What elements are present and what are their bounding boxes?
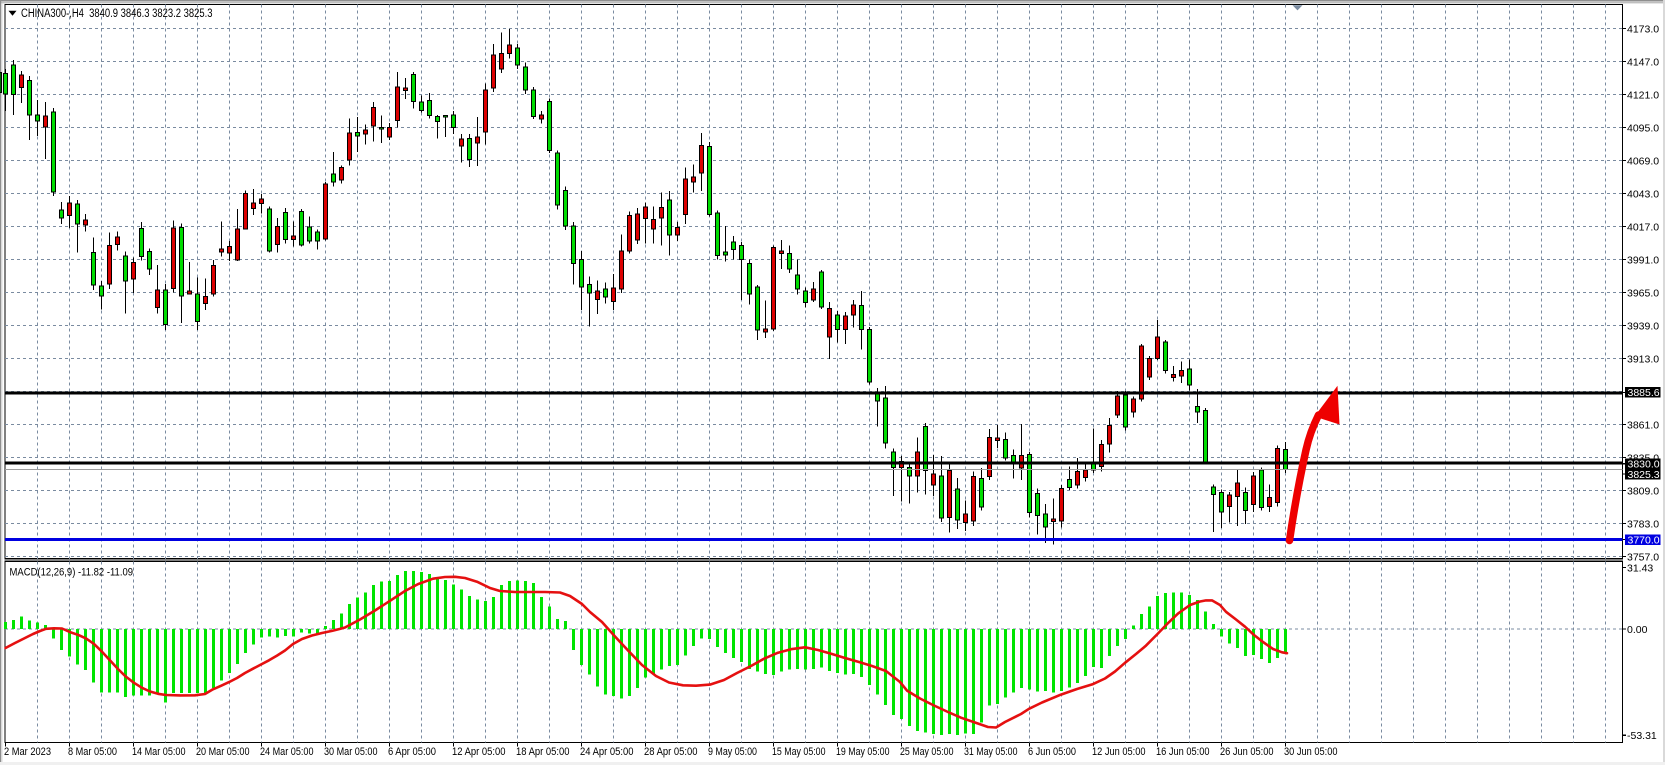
svg-text:6 Jun 05:00: 6 Jun 05:00 [1028, 746, 1076, 758]
svg-text:4043.0: 4043.0 [1627, 188, 1659, 200]
svg-text:3825.3: 3825.3 [1628, 469, 1660, 481]
svg-text:8 Mar 05:00: 8 Mar 05:00 [68, 746, 117, 758]
svg-text:4173.0: 4173.0 [1627, 23, 1659, 35]
svg-text:14 Mar 05:00: 14 Mar 05:00 [132, 746, 186, 758]
svg-text:3809.0: 3809.0 [1627, 485, 1659, 497]
svg-text:6 Apr 05:00: 6 Apr 05:00 [388, 746, 436, 758]
svg-text:3991.0: 3991.0 [1627, 254, 1659, 266]
svg-text:9 May 05:00: 9 May 05:00 [708, 746, 757, 758]
svg-text:4147.0: 4147.0 [1627, 56, 1659, 68]
svg-text:4121.0: 4121.0 [1627, 89, 1659, 101]
svg-text:3861.0: 3861.0 [1627, 419, 1659, 431]
svg-text:3885.6: 3885.6 [1628, 387, 1660, 399]
svg-text:26 Jun 05:00: 26 Jun 05:00 [1220, 746, 1274, 758]
svg-text:31 May 05:00: 31 May 05:00 [964, 746, 1018, 758]
svg-text:3783.0: 3783.0 [1627, 518, 1659, 530]
svg-text:3939.0: 3939.0 [1627, 320, 1659, 332]
svg-text:4069.0: 4069.0 [1627, 155, 1659, 167]
svg-text:3830.0: 3830.0 [1628, 459, 1660, 471]
svg-text:3913.0: 3913.0 [1627, 353, 1659, 365]
svg-text:2 Mar 2023: 2 Mar 2023 [4, 746, 51, 758]
svg-text:4017.0: 4017.0 [1627, 221, 1659, 233]
svg-text:24 Mar 05:00: 24 Mar 05:00 [260, 746, 314, 758]
svg-text:25 May 05:00: 25 May 05:00 [900, 746, 954, 758]
svg-text:12 Apr 05:00: 12 Apr 05:00 [452, 746, 506, 758]
svg-text:-53.31: -53.31 [1627, 730, 1657, 742]
svg-text:3770.0: 3770.0 [1628, 535, 1660, 547]
svg-text:0.00: 0.00 [1627, 624, 1648, 636]
svg-text:16 Jun 05:00: 16 Jun 05:00 [1156, 746, 1210, 758]
svg-text:20 Mar 05:00: 20 Mar 05:00 [196, 746, 250, 758]
svg-text:19 May 05:00: 19 May 05:00 [836, 746, 890, 758]
svg-text:MACD(12,26,9) -11.82 -11.09: MACD(12,26,9) -11.82 -11.09 [10, 567, 134, 579]
svg-text:18 Apr 05:00: 18 Apr 05:00 [516, 746, 570, 758]
svg-text:30 Mar 05:00: 30 Mar 05:00 [324, 746, 378, 758]
svg-text:28 Apr 05:00: 28 Apr 05:00 [644, 746, 698, 758]
svg-text:31.43: 31.43 [1627, 562, 1653, 574]
svg-text:4095.0: 4095.0 [1627, 122, 1659, 134]
svg-text:CHINA300-,H4 3840.9 3846.3 38: CHINA300-,H4 3840.9 3846.3 3823.2 3825.3 [21, 8, 213, 20]
svg-text:3965.0: 3965.0 [1627, 287, 1659, 299]
svg-text:15 May 05:00: 15 May 05:00 [772, 746, 826, 758]
svg-text:3757.0: 3757.0 [1627, 551, 1659, 563]
svg-text:24 Apr 05:00: 24 Apr 05:00 [580, 746, 634, 758]
svg-text:30 Jun 05:00: 30 Jun 05:00 [1284, 746, 1338, 758]
svg-text:12 Jun 05:00: 12 Jun 05:00 [1092, 746, 1146, 758]
